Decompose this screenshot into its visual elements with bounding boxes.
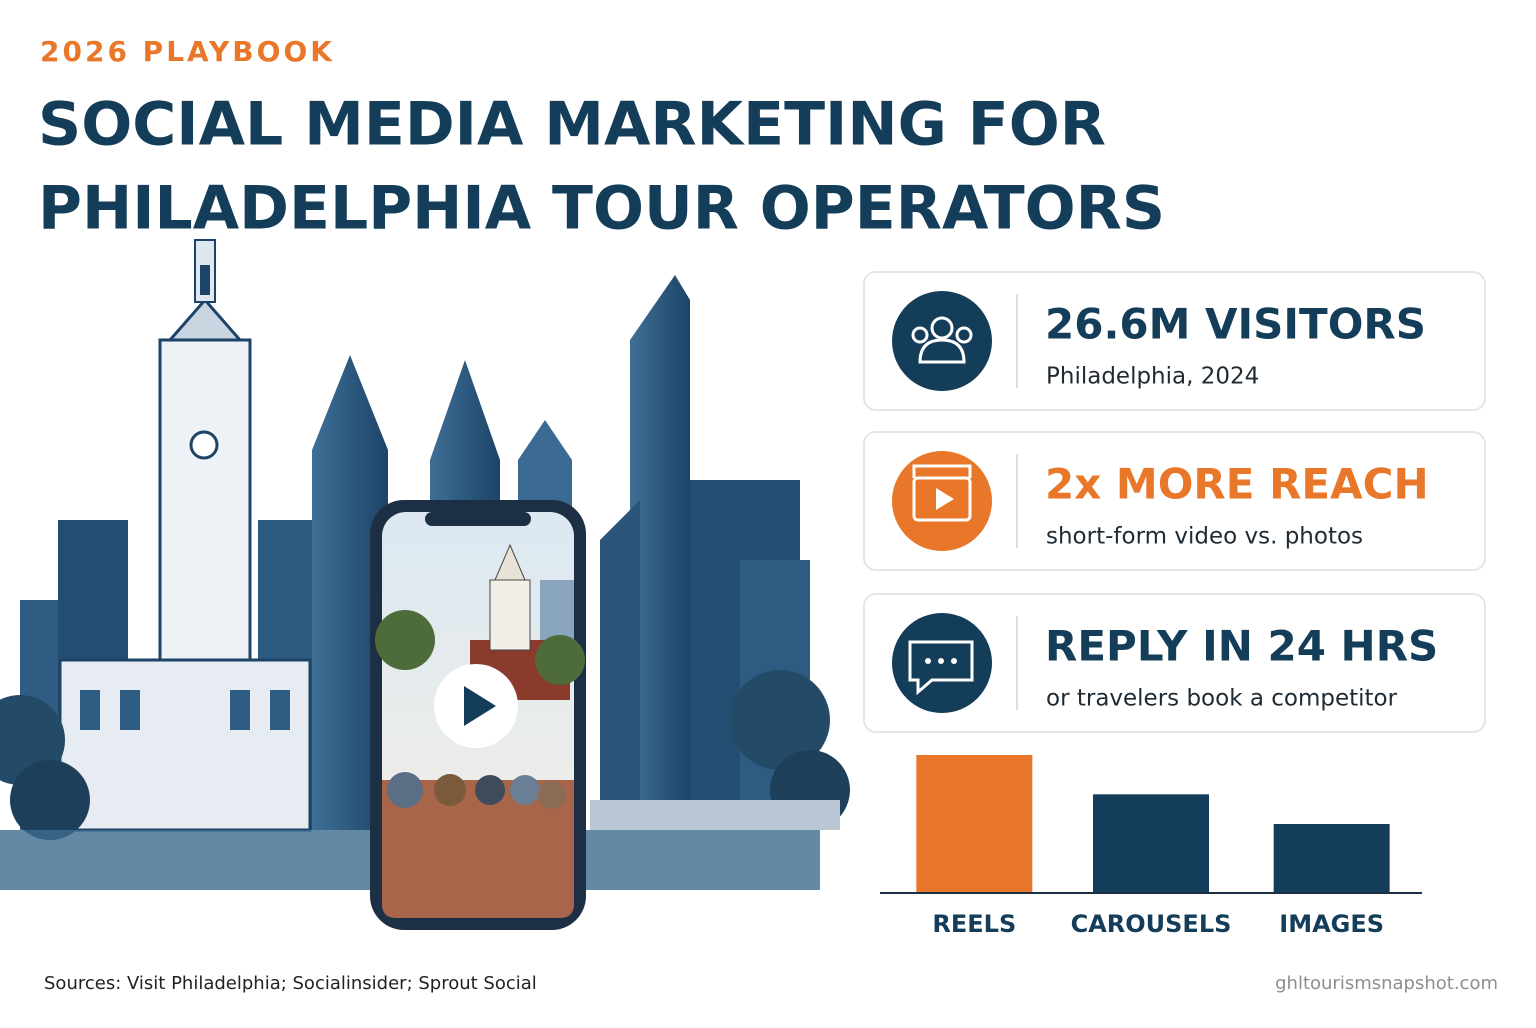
stat-card (863, 271, 1486, 411)
stat-headline: 2x MORE REACH (1045, 460, 1429, 509)
kicker: 2026 PLAYBOOK (40, 35, 335, 68)
skyline-illustration-part (158, 338, 252, 662)
skyline-illustration-part (430, 360, 500, 520)
bar (916, 755, 1033, 893)
x-tick-label: REELS (932, 910, 1016, 938)
phone-illustration-part (489, 579, 531, 651)
skyline-illustration-part (730, 670, 830, 770)
icon-glyph (951, 658, 957, 664)
phone-illustration-part (535, 635, 585, 685)
phone-illustration-part (494, 543, 526, 581)
icon-glyph (938, 658, 944, 664)
phone-illustration-part (538, 781, 566, 809)
skyline-illustration-part (200, 265, 210, 295)
icon-glyph (936, 488, 954, 510)
stat-card (863, 431, 1486, 571)
stat-cards: 26.6M VISITORS Philadelphia, 2024 2x MORE … (863, 271, 1486, 733)
skyline-illustration-part (189, 430, 219, 460)
phone-illustration-part (387, 772, 423, 808)
phone-illustration-part (464, 686, 496, 726)
skyline-illustration-part (312, 355, 388, 830)
icon-glyph (955, 326, 973, 344)
skyline-illustration-part (120, 690, 140, 730)
skyline-illustration-part (630, 275, 690, 830)
x-tick-label: IMAGES (1279, 910, 1384, 938)
skyline-illustration-part (58, 658, 312, 832)
icon-glyph (911, 326, 929, 344)
phone-illustration-part (425, 512, 531, 526)
stat-detail: short-form video vs. photos (1046, 524, 1363, 550)
skyline-illustration-part (80, 690, 100, 730)
phone-illustration-part (510, 775, 540, 805)
skyline-illustration-part (590, 800, 840, 830)
skyline-illustration-part (600, 500, 640, 830)
stat-headline: REPLY IN 24 HRS (1045, 622, 1438, 671)
stat-detail: or travelers book a competitor (1046, 686, 1398, 712)
title-line: PHILADELPHIA TOUR OPERATORS (38, 174, 1165, 244)
icon-glyph (918, 338, 966, 364)
bar-chart: REELS CAROUSELS IMAGES (880, 755, 1422, 938)
site-url: ghltourismsnapshot.com (1275, 973, 1498, 994)
skyline-illustration-part (230, 690, 250, 730)
phone-illustration-part (375, 610, 435, 670)
stat-detail: Philadelphia, 2024 (1046, 364, 1259, 390)
title-line: SOCIAL MEDIA MARKETING FOR (38, 90, 1106, 160)
icon-glyph (908, 640, 974, 696)
phone-illustration (370, 500, 586, 930)
stat-card (863, 593, 1486, 733)
phone-illustration-part (382, 780, 574, 918)
skyline-illustration-part (166, 297, 244, 342)
bar (1093, 794, 1209, 893)
icon-glyph (925, 658, 931, 664)
icon-glyph (912, 464, 972, 478)
skyline-illustration-part (10, 760, 90, 840)
phone-illustration-part (434, 774, 466, 806)
bar (1273, 824, 1390, 893)
stat-headline: 26.6M VISITORS (1045, 300, 1426, 349)
phone-illustration-part (475, 775, 505, 805)
icon-glyph (930, 316, 954, 340)
icon-glyph (912, 476, 972, 522)
x-tick-label: CAROUSELS (1071, 910, 1232, 938)
skyline-illustration-part (270, 690, 290, 730)
sources: Sources: Visit Philadelphia; Socialinsid… (44, 973, 537, 994)
